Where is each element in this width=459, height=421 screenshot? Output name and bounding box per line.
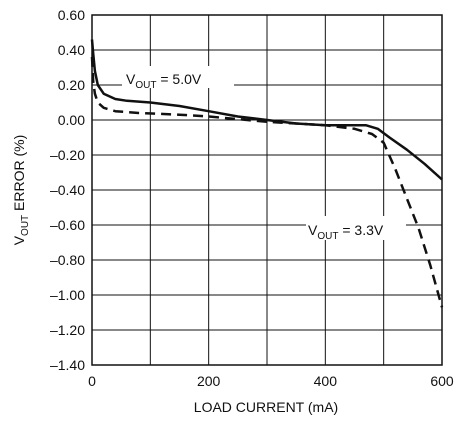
series-label-5v-base: V bbox=[126, 71, 136, 87]
y-tick-label: 0.20 bbox=[58, 77, 85, 93]
label-5v-bg bbox=[122, 66, 234, 88]
label-33v-group: VOUT = 3.3V bbox=[306, 216, 406, 242]
x-tick-label: 400 bbox=[314, 373, 338, 389]
y-tick-label: –1.00 bbox=[50, 287, 85, 303]
x-tick-labels: 0 200 400 600 bbox=[88, 373, 454, 389]
y-tick-label: 0.40 bbox=[58, 42, 85, 58]
y-axis-title-rest: ERROR (%) bbox=[11, 135, 27, 215]
series-label-33v-rest: = 3.3V bbox=[338, 222, 383, 238]
x-axis-title: LOAD CURRENT (mA) bbox=[194, 399, 338, 415]
y-axis-title: VOUT ERROR (%) bbox=[11, 135, 31, 246]
y-tick-label: –0.60 bbox=[50, 217, 85, 233]
y-tick-label: –0.40 bbox=[50, 182, 85, 198]
y-tick-label: –0.20 bbox=[50, 147, 85, 163]
series-label-5v-sub: OUT bbox=[135, 80, 156, 91]
series-label-5v: VOUT = 5.0V bbox=[126, 71, 202, 91]
series-label-33v: VOUT = 3.3V bbox=[308, 222, 384, 242]
y-tick-label: –1.20 bbox=[50, 322, 85, 338]
y-tick-label: –1.40 bbox=[50, 357, 85, 373]
series-label-33v-sub: OUT bbox=[317, 231, 338, 242]
series-label-5v-rest: = 5.0V bbox=[156, 71, 201, 87]
y-axis-title-base: V bbox=[11, 235, 27, 245]
x-tick-label: 200 bbox=[197, 373, 221, 389]
y-tick-labels: 0.60 0.40 0.20 0.00 –0.20 –0.40 –0.60 –0.80 –1.0… bbox=[50, 7, 85, 373]
label-5v-group: VOUT = 5.0V bbox=[122, 66, 234, 91]
plot-frame bbox=[91, 14, 443, 366]
y-tick-label: 0.00 bbox=[58, 112, 85, 128]
label-33v-bg bbox=[306, 216, 406, 240]
x-tick-label: 0 bbox=[88, 373, 96, 389]
y-tick-label: 0.60 bbox=[58, 7, 85, 23]
y-axis-title-sub: OUT bbox=[20, 215, 31, 236]
series-line-33v bbox=[90, 56, 444, 308]
series-label-33v-base: V bbox=[308, 222, 318, 238]
series-lines bbox=[90, 39, 444, 308]
x-tick-label: 600 bbox=[430, 373, 454, 389]
series-line-5v bbox=[90, 39, 443, 181]
y-tick-label: –0.80 bbox=[50, 252, 85, 268]
